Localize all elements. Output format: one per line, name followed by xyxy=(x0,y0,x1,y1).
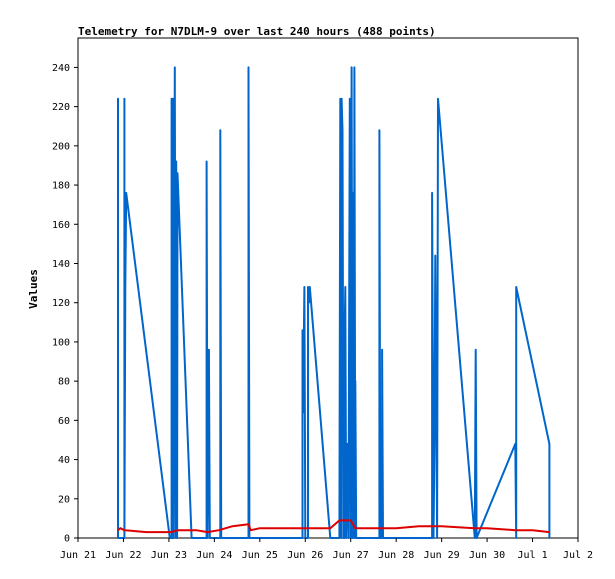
plot-area xyxy=(77,37,579,539)
y-axis-label: Values xyxy=(27,269,40,309)
y-tick-label: 40 xyxy=(58,455,70,466)
x-tick-label: Jun 21 xyxy=(60,550,96,561)
y-tick-label: 140 xyxy=(52,259,70,270)
series-line-1 xyxy=(117,66,551,539)
x-tick-label: Jun 27 xyxy=(333,550,369,561)
y-axis: 0 20 40 60 80 100 120 140 160 180 200 220 240 xyxy=(52,63,78,545)
series-line-2 xyxy=(117,519,550,534)
x-tick-label: Jun 22 xyxy=(105,550,141,561)
y-tick-label: 240 xyxy=(52,63,70,74)
y-tick-label: 20 xyxy=(58,494,70,505)
y-tick-label: 80 xyxy=(58,377,70,388)
x-tick-label: Jun 28 xyxy=(378,550,414,561)
y-tick-label: 160 xyxy=(52,220,70,231)
x-tick-label: Jul 2 xyxy=(563,550,593,561)
x-tick-label: Jun 26 xyxy=(287,550,323,561)
x-tick-label: Jun 23 xyxy=(151,550,187,561)
y-tick-label: 60 xyxy=(58,416,70,427)
y-tick-label: 180 xyxy=(52,181,70,192)
series-layer xyxy=(117,66,551,539)
y-tick-label: 120 xyxy=(52,298,70,309)
y-tick-label: 220 xyxy=(52,102,70,113)
y-tick-label: 200 xyxy=(52,141,70,152)
y-tick-label: 0 xyxy=(64,534,70,545)
x-tick-label: Jun 25 xyxy=(242,550,278,561)
x-tick-label: Jun 30 xyxy=(469,550,505,561)
chart-title: Telemetry for N7DLM-9 over last 240 hour… xyxy=(78,25,436,38)
y-tick-label: 100 xyxy=(52,337,70,348)
x-tick-label: Jun 29 xyxy=(424,550,460,561)
x-axis: Jun 21 Jun 22 Jun 23 Jun 24 Jun 25 Jun 26 Jun … xyxy=(60,538,593,561)
x-tick-label: Jun 24 xyxy=(196,550,232,561)
x-tick-label: Jul 1 xyxy=(517,550,547,561)
